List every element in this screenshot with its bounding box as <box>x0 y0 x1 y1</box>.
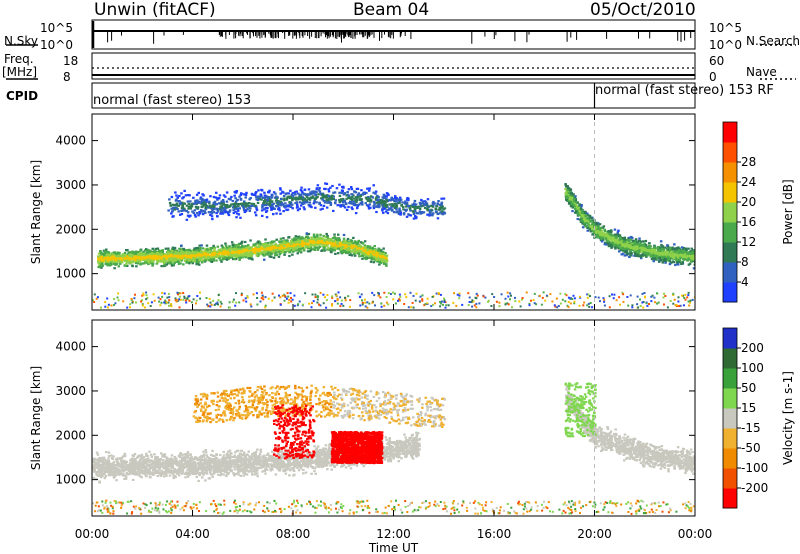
nsky-dropouts <box>107 31 692 44</box>
power-colorbar-segment <box>723 262 737 283</box>
velocity-colorbar-segment <box>723 408 737 429</box>
power-ytick-label: 1000 <box>55 267 86 281</box>
power-colorbar-label: Power [dB] <box>781 179 795 244</box>
cpid-segment-2: normal (fast stereo) 153 RF <box>595 83 774 98</box>
nsearch-label: N.Search <box>746 34 800 48</box>
x-tick-label: 16:00 <box>477 527 512 541</box>
nave-tick-bottom: 0 <box>709 70 717 84</box>
velocity-panel <box>92 382 695 515</box>
velocity-colorbar-tick-label: 200 <box>741 341 764 355</box>
power-colorbar-segment <box>723 182 737 203</box>
velocity-colorbar-segment <box>723 428 737 449</box>
velocity-y-axis-label: Slant Range [km] <box>29 366 43 470</box>
freq-tick-bottom: 8 <box>63 70 71 84</box>
nsky-panel-frame <box>91 19 696 50</box>
power-colorbar-segment <box>723 242 737 263</box>
velocity-frame <box>91 319 696 517</box>
freq-panel-frame <box>91 52 696 80</box>
power-colorbar-tick-label: 16 <box>741 215 756 229</box>
date-label: 05/Oct/2010 <box>590 0 696 20</box>
velocity-colorbar-segment <box>723 468 737 489</box>
x-tick-label: 12:00 <box>376 527 411 541</box>
power-colorbar-tick-label: 24 <box>741 175 756 189</box>
velocity-colorbar-tick-label: -100 <box>741 461 768 475</box>
velocity-ytick-label: 3000 <box>55 384 86 398</box>
velocity-colorbar-frame <box>722 327 738 509</box>
power-ytick-label: 3000 <box>55 178 86 192</box>
cpid-panel-frame <box>91 82 696 109</box>
x-tick-label: 04:00 <box>175 527 210 541</box>
velocity-colorbar-segment <box>723 368 737 389</box>
power-y-axis-label: Slant Range [km] <box>29 160 43 264</box>
nsky-tick-top: 10^5 <box>40 21 73 35</box>
freq-tick-top: 18 <box>63 54 79 68</box>
velocity-colorbar-label: Velocity [m s-1] <box>781 371 795 465</box>
velocity-colorbar-segment <box>723 448 737 469</box>
power-colorbar-segment <box>723 202 737 223</box>
nave-tick-top: 60 <box>709 54 725 68</box>
x-tick-label: 00:00 <box>678 527 713 541</box>
power-colorbar-segment <box>723 222 737 243</box>
velocity-colorbar-tick-label: 15 <box>741 401 756 415</box>
power-panel <box>92 182 695 309</box>
x-tick-label: 08:00 <box>276 527 311 541</box>
velocity-colorbar-tick-label: -15 <box>741 421 761 435</box>
power-colorbar-segment <box>723 282 737 303</box>
velocity-colorbar-segment <box>723 488 737 509</box>
nsky-label: N.Sky <box>4 34 39 48</box>
x-tick-label: 20:00 <box>577 527 612 541</box>
x-axis-label: Time UT <box>368 541 419 554</box>
power-colorbar-segment <box>723 162 737 183</box>
power-colorbar-segment <box>723 122 737 143</box>
power-colorbar-tick-label: 12 <box>741 235 756 249</box>
velocity-colorbar-segment <box>723 348 737 369</box>
velocity-colorbar-segment <box>723 388 737 409</box>
freq-label: Freq. <box>4 52 34 66</box>
power-colorbar-frame <box>722 121 738 303</box>
cpid-label: CPID <box>6 89 39 103</box>
power-colorbar-tick-label: 28 <box>741 155 756 169</box>
velocity-ytick-label: 1000 <box>55 473 86 487</box>
status-panels <box>6 19 796 109</box>
power-colorbar-tick-label: 4 <box>741 275 749 289</box>
velocity-colorbar-tick-label: 100 <box>741 361 764 375</box>
x-tick-label: 00:00 <box>75 527 110 541</box>
nsearch-tick-bottom: 10^0 <box>709 38 742 52</box>
velocity-colorbar-tick-label: 50 <box>741 381 756 395</box>
station-title: Unwin (fitACF) <box>94 0 216 20</box>
power-colorbar-tick-label: 20 <box>741 195 756 209</box>
velocity-ytick-label: 2000 <box>55 428 86 442</box>
velocity-colorbar-tick-label: -50 <box>741 441 761 455</box>
power-colorbar-tick-label: 8 <box>741 255 749 269</box>
nave-label: Nave <box>746 65 777 79</box>
velocity-ytick-label: 4000 <box>55 340 86 354</box>
velocity-colorbar-tick-label: -200 <box>741 481 768 495</box>
velocity-colorbar-segment <box>723 328 737 349</box>
power-ytick-label: 2000 <box>55 222 86 236</box>
nsky-tick-bottom: 10^0 <box>40 38 73 52</box>
beam-label: Beam 04 <box>353 0 430 20</box>
cpid-segment-1: normal (fast stereo) 153 <box>93 93 252 108</box>
freq-unit-label: [MHz] <box>2 65 38 79</box>
power-ytick-label: 4000 <box>55 134 86 148</box>
power-colorbar-segment <box>723 142 737 163</box>
nsearch-tick-top: 10^5 <box>709 21 742 35</box>
